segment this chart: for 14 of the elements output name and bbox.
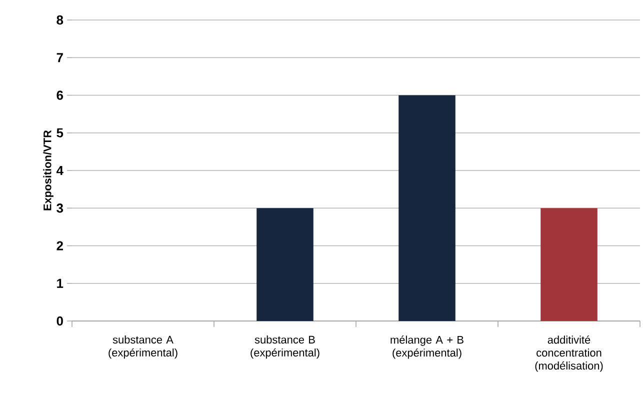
x-tick-label: substance B (expérimental) (250, 336, 320, 359)
y-tick-label: 6 (56, 90, 64, 100)
y-tick-label: 0 (56, 316, 63, 326)
y-tick-label: 1 (57, 278, 64, 288)
y-tick-label: 4 (56, 166, 64, 175)
y-axis-title: Exposition/VTR (43, 130, 54, 210)
x-tick-label: substance A (expérimental) (108, 336, 178, 359)
x-tick-label: additivité concentration (modélisation) (535, 336, 603, 372)
y-tick-label: 8 (56, 15, 64, 25)
y-tick-label: 3 (56, 204, 64, 213)
y-tick-label: 5 (56, 128, 64, 138)
y-tick-label: 7 (56, 53, 63, 62)
y-tick-label: 2 (56, 241, 63, 250)
x-tick-label: mélange A + B (expérimental) (390, 336, 464, 359)
